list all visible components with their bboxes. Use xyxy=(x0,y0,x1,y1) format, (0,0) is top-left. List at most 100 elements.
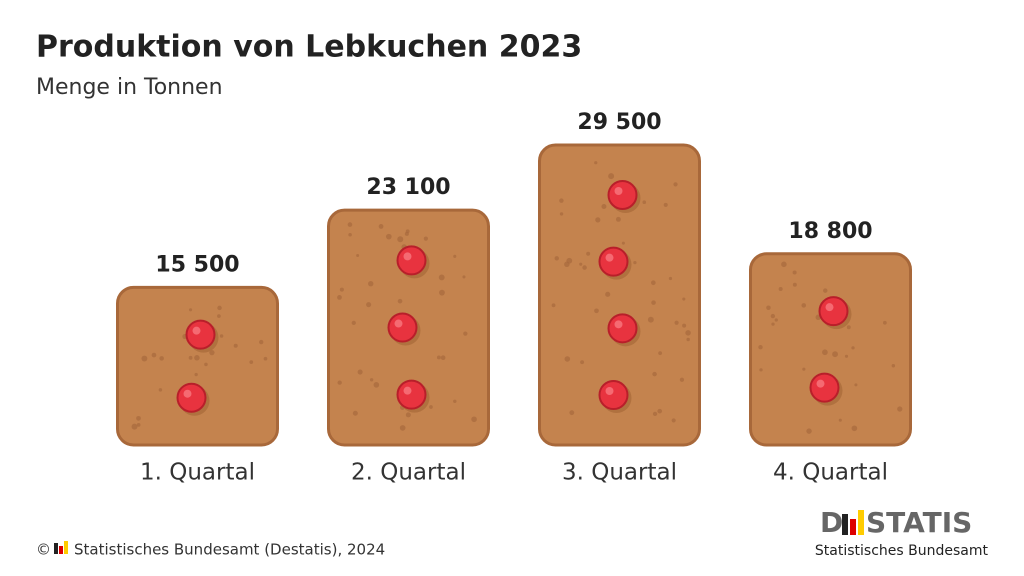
speckle xyxy=(851,425,858,432)
speckle xyxy=(399,425,406,431)
value-label: 29 500 xyxy=(577,110,661,135)
speckle xyxy=(373,382,380,388)
speckle xyxy=(405,412,411,418)
speckle xyxy=(404,231,409,236)
speckle xyxy=(559,212,564,216)
cherry xyxy=(809,372,840,403)
cherry-shine xyxy=(183,389,192,398)
speckle xyxy=(778,286,783,291)
speckle xyxy=(438,274,445,281)
speckle xyxy=(194,372,198,377)
cherry xyxy=(607,179,638,210)
speckle xyxy=(217,314,221,318)
speckle xyxy=(580,360,585,365)
cherry-shine xyxy=(614,186,623,195)
speckle xyxy=(159,356,164,361)
speckle xyxy=(806,428,812,434)
cherry-shine xyxy=(825,303,834,312)
x-tick-label: 3. Quartal xyxy=(562,460,677,486)
speckle xyxy=(652,371,657,377)
speckle xyxy=(357,369,363,375)
speckle xyxy=(838,418,842,422)
value-label: 23 100 xyxy=(366,175,450,200)
speckle xyxy=(601,203,607,209)
speckle xyxy=(770,313,776,319)
speckle xyxy=(792,270,797,275)
cherry-shine xyxy=(394,319,403,328)
speckle xyxy=(463,331,468,336)
speckle xyxy=(771,322,775,326)
speckle xyxy=(801,303,807,308)
speckle xyxy=(682,297,686,301)
speckle xyxy=(781,261,787,268)
speckle xyxy=(249,360,254,365)
value-label: 15 500 xyxy=(155,252,239,277)
logo-icon xyxy=(842,510,864,535)
speckle xyxy=(453,254,457,258)
speckle xyxy=(658,351,663,356)
speckle xyxy=(263,356,268,361)
speckle xyxy=(569,410,575,416)
speckle xyxy=(682,323,687,328)
speckle xyxy=(594,308,599,314)
speckle xyxy=(397,236,404,243)
speckle xyxy=(758,345,763,350)
speckle xyxy=(657,408,663,414)
chart-title: Produktion von Lebkuchen 2023 xyxy=(36,30,582,65)
speckle xyxy=(652,411,658,417)
cherry xyxy=(396,379,427,410)
cherry-shine xyxy=(816,379,825,388)
speckle xyxy=(368,281,374,287)
speckle xyxy=(685,330,691,336)
speckle xyxy=(423,236,428,241)
speckle xyxy=(136,415,141,421)
cherry xyxy=(185,319,216,350)
speckle xyxy=(378,224,384,229)
speckle xyxy=(668,276,673,281)
speckle xyxy=(559,198,564,203)
speckle xyxy=(851,346,855,350)
cherry xyxy=(598,246,629,277)
speckle xyxy=(882,320,887,325)
x-tick-label: 4. Quartal xyxy=(773,460,888,486)
speckle xyxy=(686,337,690,342)
speckle xyxy=(766,305,771,311)
speckle xyxy=(551,303,556,308)
cherry xyxy=(607,313,638,344)
speckle xyxy=(339,287,344,292)
speckle xyxy=(608,173,615,180)
speckle xyxy=(621,241,625,245)
speckle xyxy=(429,405,433,409)
speckle xyxy=(554,256,559,261)
cherry xyxy=(598,379,629,410)
speckle xyxy=(471,416,477,423)
cherry-shine xyxy=(403,252,412,261)
x-tick-label: 1. Quartal xyxy=(140,460,255,486)
speckle xyxy=(823,288,828,293)
speckle xyxy=(586,251,591,256)
speckle xyxy=(792,282,797,287)
cookie-bar xyxy=(749,252,912,447)
speckle xyxy=(369,378,374,382)
speckle xyxy=(674,320,679,325)
value-label: 18 800 xyxy=(788,219,872,244)
logo-subtitle: Statistisches Bundesamt xyxy=(815,543,989,559)
speckle xyxy=(233,343,238,348)
speckle xyxy=(348,232,352,237)
speckle xyxy=(844,354,849,358)
speckle xyxy=(385,233,392,240)
speckle xyxy=(352,410,358,416)
speckle xyxy=(891,364,896,368)
speckle xyxy=(822,349,828,356)
speckle xyxy=(897,406,903,412)
speckle xyxy=(633,260,637,265)
speckle xyxy=(397,298,403,304)
cherry xyxy=(176,382,207,413)
copyright: © xyxy=(36,541,51,559)
speckle xyxy=(188,355,193,360)
speckle xyxy=(594,161,598,165)
cherry-shine xyxy=(614,320,623,329)
cherry-shine xyxy=(605,386,614,395)
speckle xyxy=(151,352,157,358)
